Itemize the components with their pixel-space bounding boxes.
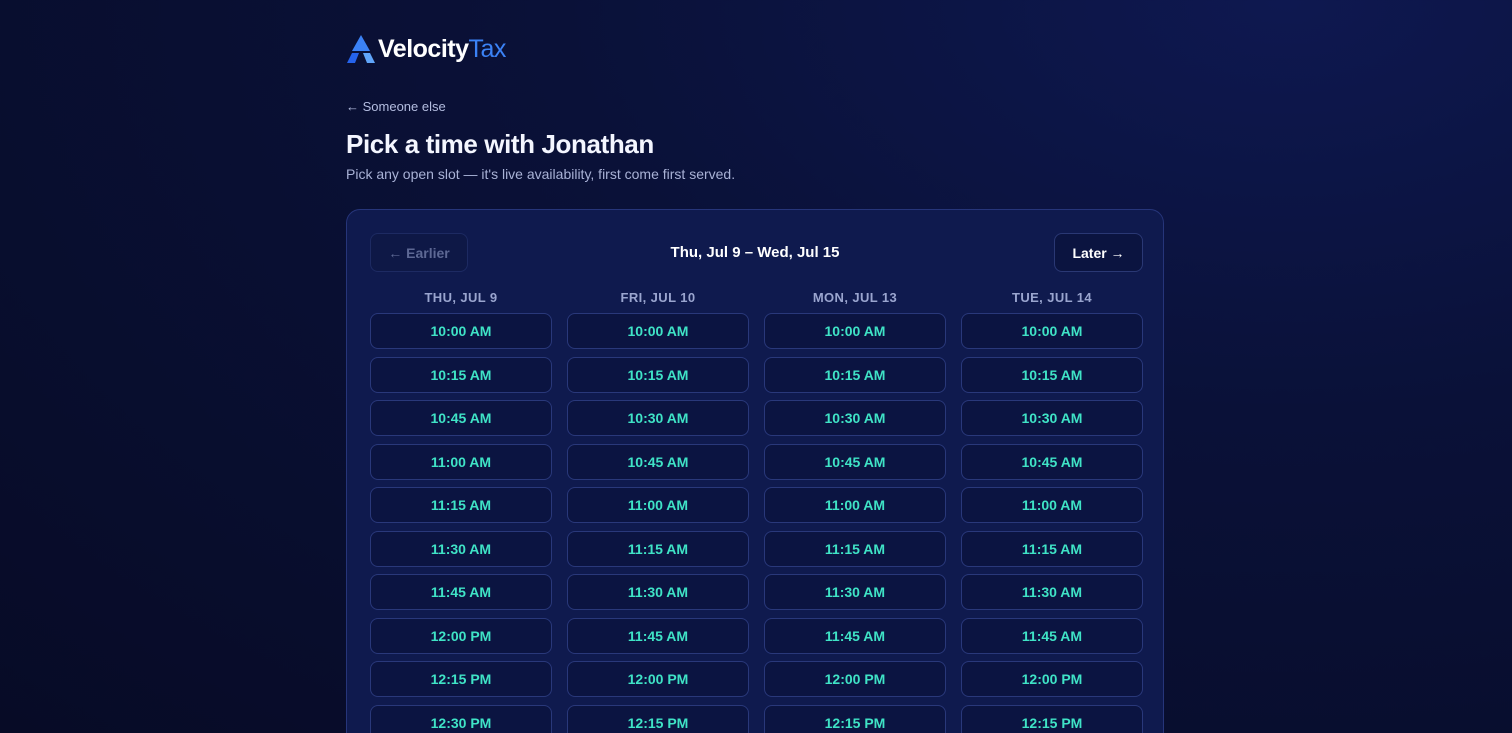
page-title: Pick a time with Jonathan — [346, 129, 654, 159]
time-slot[interactable]: 10:00 AM — [567, 313, 749, 349]
time-slot[interactable]: 11:45 AM — [370, 574, 552, 610]
day-header: THU, JUL 9 — [424, 290, 498, 305]
time-slot[interactable]: 11:15 AM — [567, 530, 749, 567]
time-slot[interactable]: 12:15 PM — [370, 661, 552, 697]
time-slot[interactable]: 11:30 AM — [567, 574, 749, 610]
time-slot[interactable]: 11:45 AM — [961, 617, 1143, 654]
time-slot[interactable]: 11:00 AM — [567, 487, 749, 523]
time-slot[interactable]: 10:00 AM — [764, 313, 946, 349]
time-slot[interactable]: 10:15 AM — [567, 356, 749, 393]
time-slot[interactable]: 12:15 PM — [567, 704, 749, 733]
time-slot[interactable]: 10:45 AM — [567, 443, 749, 480]
logo-primary: Velocity — [378, 34, 469, 63]
time-slot[interactable]: 11:45 AM — [567, 617, 749, 654]
time-slot[interactable]: 10:30 AM — [961, 400, 1143, 436]
time-slot[interactable]: 11:15 AM — [370, 487, 552, 523]
earlier-button[interactable]: ← Earlier — [370, 233, 468, 272]
logo-secondary: Tax — [468, 34, 507, 63]
back-link[interactable]: ← Someone else — [346, 99, 446, 114]
day-header: MON, JUL 13 — [812, 290, 898, 305]
subtitle: Pick any open slot — it's live availabil… — [346, 166, 736, 182]
day-column: TUE, JUL 14 10:00 AM 10:15 AM 10:30 AM 10:45… — [961, 290, 1143, 733]
day-column: FRI, JUL 10 10:00 AM 10:15 AM 10:30 AM 10:45… — [567, 290, 749, 733]
time-slot[interactable]: 10:15 AM — [764, 356, 946, 393]
time-slot[interactable]: 10:00 AM — [370, 313, 552, 349]
time-slot[interactable]: 12:00 PM — [764, 661, 946, 697]
time-slot[interactable]: 10:15 AM — [961, 356, 1143, 393]
time-slot[interactable]: 12:00 PM — [567, 661, 749, 697]
time-slot[interactable]: 12:00 PM — [370, 617, 552, 654]
time-slot[interactable]: 12:30 PM — [370, 704, 552, 733]
later-button[interactable]: Later → — [1054, 233, 1143, 272]
time-slot[interactable]: 10:00 AM — [961, 313, 1143, 349]
scheduler-card: Thu, Jul 9 – Wed, Jul 15 ← Earlier Later… — [346, 209, 1164, 733]
time-slot[interactable]: 11:15 AM — [961, 530, 1143, 567]
time-slot[interactable]: 11:45 AM — [764, 617, 946, 654]
time-slot[interactable]: 11:30 AM — [961, 574, 1143, 610]
time-slot[interactable]: 12:00 PM — [961, 661, 1143, 697]
date-range: Thu, Jul 9 – Wed, Jul 15 — [670, 244, 840, 261]
time-slot[interactable]: 12:15 PM — [961, 704, 1143, 733]
day-column: MON, JUL 13 10:00 AM 10:15 AM 10:30 AM 10:45… — [764, 290, 946, 733]
day-header: TUE, JUL 14 — [1011, 290, 1093, 305]
time-slot[interactable]: 10:15 AM — [370, 356, 552, 393]
time-slot[interactable]: 12:15 PM — [764, 704, 946, 733]
time-slot[interactable]: 11:30 AM — [370, 530, 552, 567]
day-header: FRI, JUL 10 — [620, 290, 696, 305]
time-slot[interactable]: 10:45 AM — [764, 443, 946, 480]
time-slot[interactable]: 11:00 AM — [764, 487, 946, 523]
logo[interactable]: Velocity Tax — [346, 33, 506, 65]
time-slot[interactable]: 10:30 AM — [567, 400, 749, 436]
time-slot[interactable]: 10:45 AM — [961, 443, 1143, 480]
time-slot[interactable]: 11:15 AM — [764, 530, 946, 567]
time-slot[interactable]: 11:30 AM — [764, 574, 946, 610]
logo-icon — [347, 35, 375, 63]
time-slot[interactable]: 10:45 AM — [370, 400, 552, 436]
time-slot[interactable]: 11:00 AM — [370, 443, 552, 480]
time-slot[interactable]: 11:00 AM — [961, 487, 1143, 523]
time-slot[interactable]: 10:30 AM — [764, 400, 946, 436]
day-column: THU, JUL 9 10:00 AM 10:15 AM 10:45 AM 11:00 … — [370, 290, 552, 733]
